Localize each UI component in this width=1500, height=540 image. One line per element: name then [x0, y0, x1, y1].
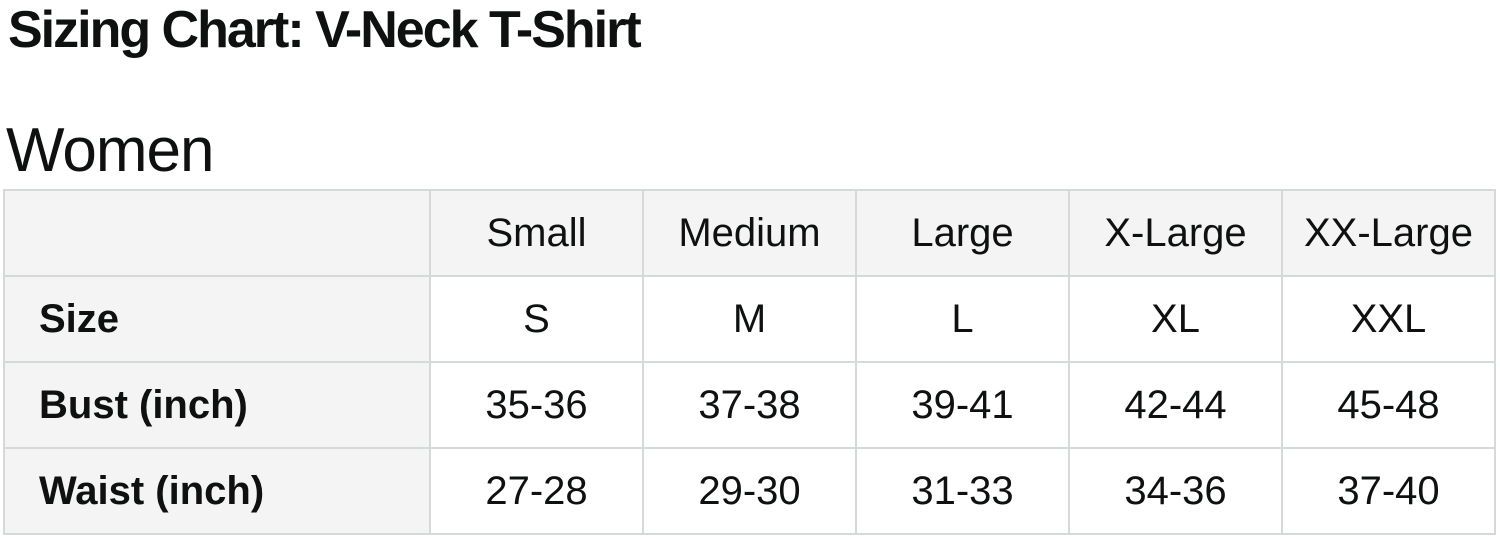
- corner-cell: [3, 189, 431, 277]
- cell-size-x-large: XL: [1068, 275, 1283, 363]
- column-header-medium: Medium: [642, 189, 857, 277]
- row-label-waist: Waist (inch): [3, 447, 431, 535]
- cell-size-xx-large: XXL: [1281, 275, 1496, 363]
- cell-bust-medium: 37-38: [642, 361, 857, 449]
- cell-waist-small: 27-28: [429, 447, 644, 535]
- table-row-bust: Bust (inch) 35-36 37-38 39-41 42-44 45-4…: [3, 361, 1496, 449]
- cell-bust-large: 39-41: [855, 361, 1070, 449]
- cell-size-medium: M: [642, 275, 857, 363]
- row-label-bust: Bust (inch): [3, 361, 431, 449]
- column-header-small: Small: [429, 189, 644, 277]
- table-row-waist: Waist (inch) 27-28 29-30 31-33 34-36 37-…: [3, 447, 1496, 535]
- row-label-size: Size: [3, 275, 431, 363]
- cell-waist-medium: 29-30: [642, 447, 857, 535]
- sizing-table: Small Medium Large X-Large XX-Large Size…: [3, 189, 1496, 535]
- section-heading-women: Women: [6, 116, 215, 185]
- cell-waist-xx-large: 37-40: [1281, 447, 1496, 535]
- column-header-xx-large: XX-Large: [1281, 189, 1496, 277]
- table-row-size: Size S M L XL XXL: [3, 275, 1496, 363]
- cell-bust-x-large: 42-44: [1068, 361, 1283, 449]
- cell-size-small: S: [429, 275, 644, 363]
- cell-bust-small: 35-36: [429, 361, 644, 449]
- column-header-large: Large: [855, 189, 1070, 277]
- column-header-x-large: X-Large: [1068, 189, 1283, 277]
- cell-size-large: L: [855, 275, 1070, 363]
- cell-waist-large: 31-33: [855, 447, 1070, 535]
- cell-bust-xx-large: 45-48: [1281, 361, 1496, 449]
- page-title: Sizing Chart: V-Neck T-Shirt: [8, 1, 642, 59]
- header-row: Small Medium Large X-Large XX-Large: [3, 189, 1496, 277]
- cell-waist-x-large: 34-36: [1068, 447, 1283, 535]
